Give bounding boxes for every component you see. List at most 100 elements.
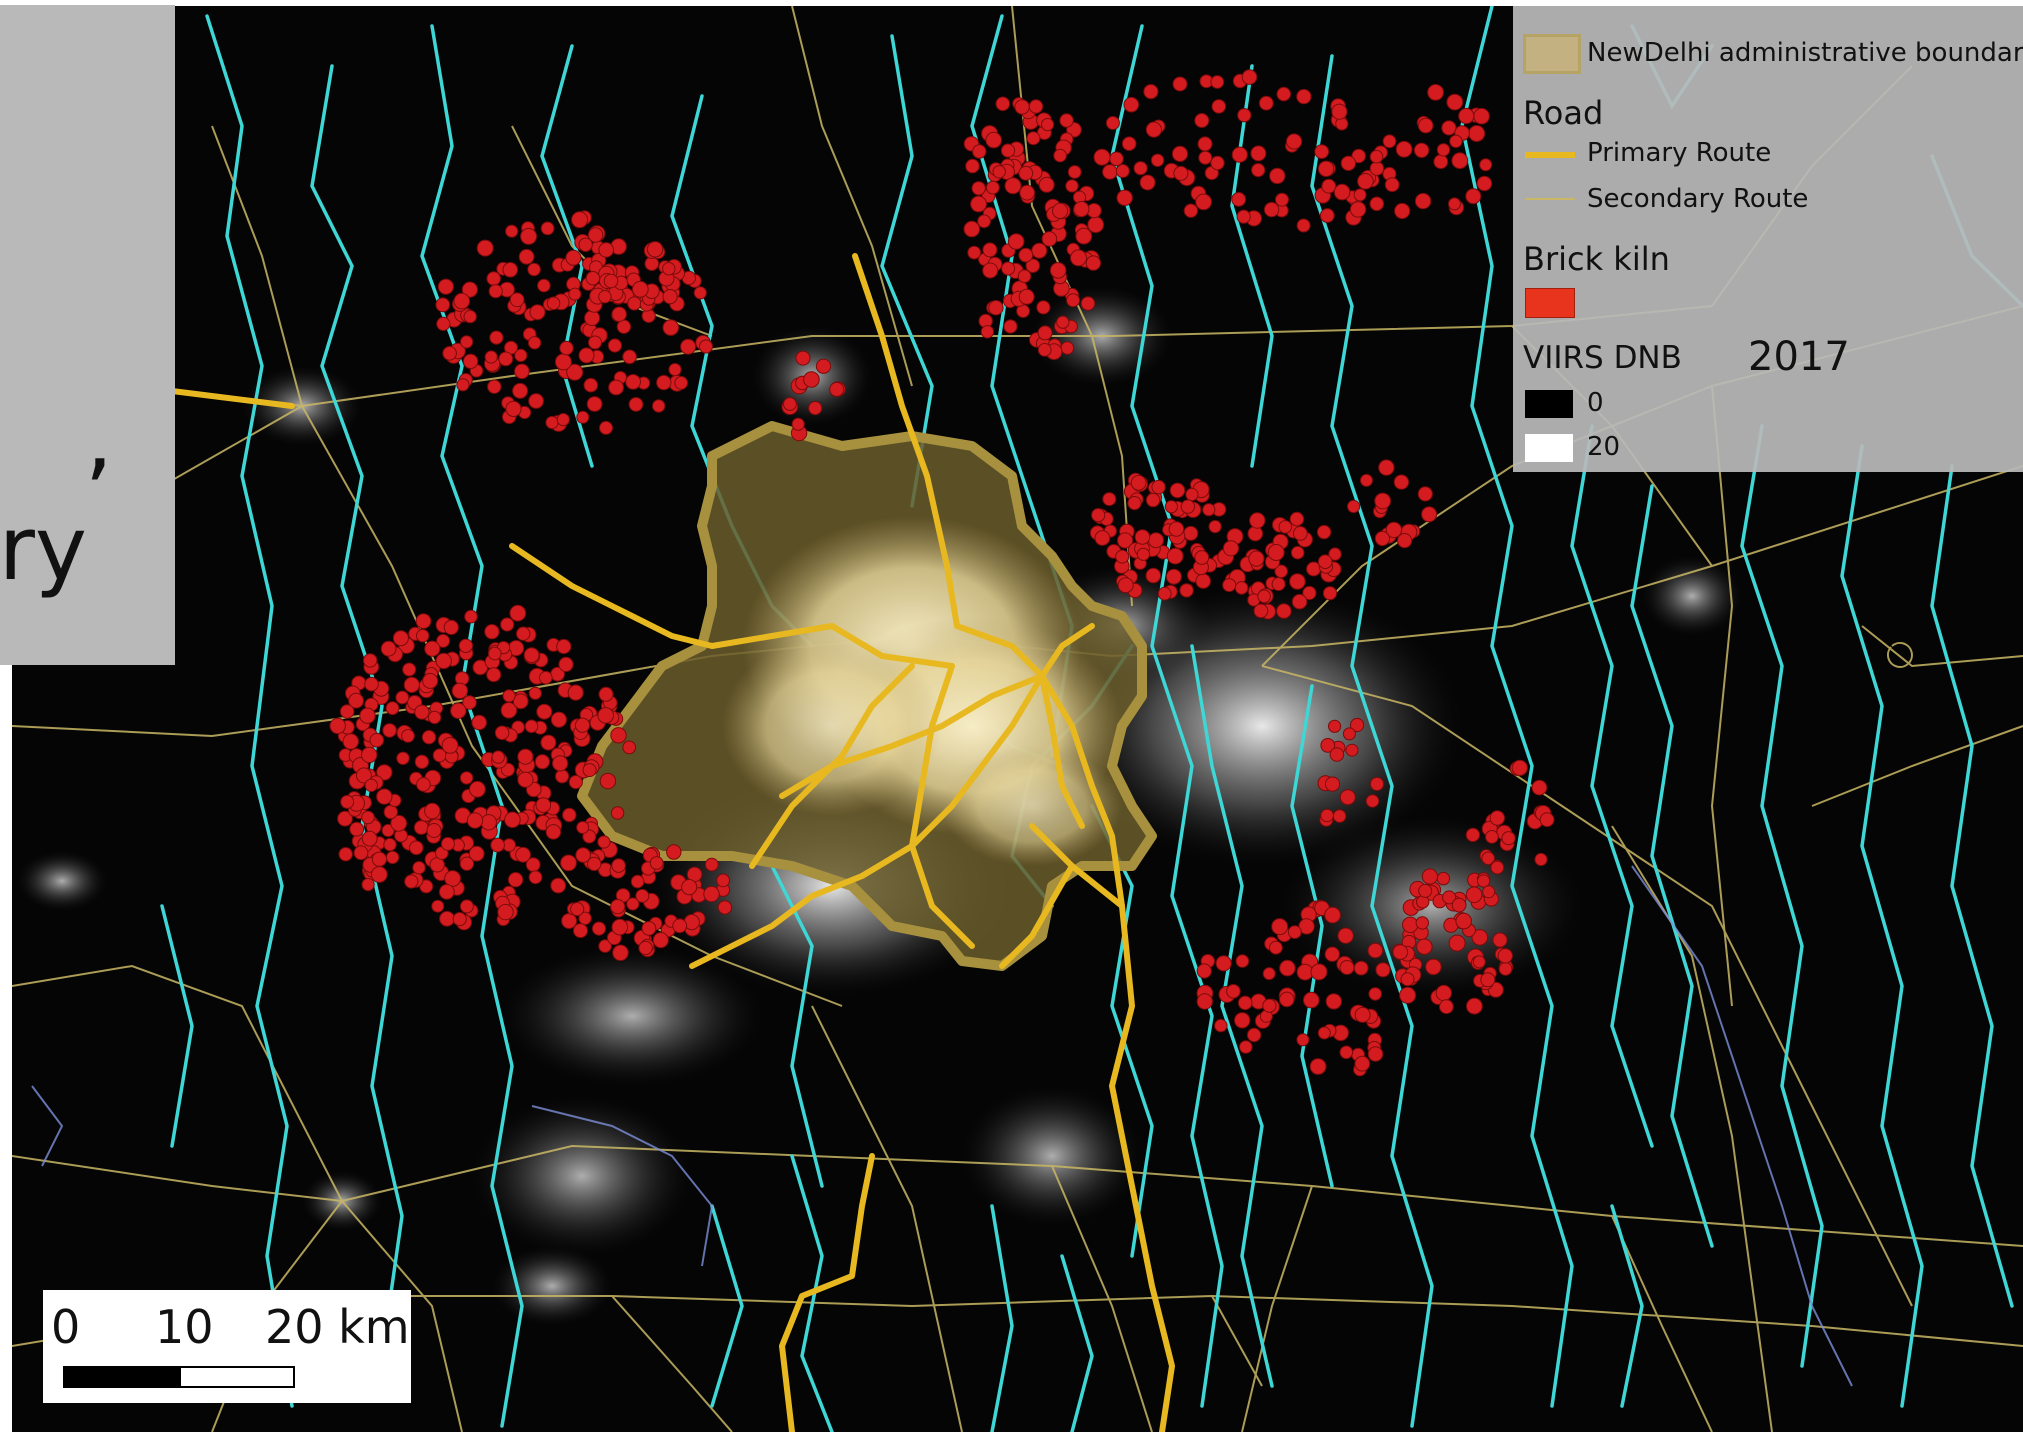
brick-kiln-marker	[528, 393, 544, 409]
brick-kiln-marker	[1018, 288, 1035, 305]
brick-kiln-marker	[361, 810, 375, 825]
brick-kiln-marker	[1210, 155, 1225, 171]
brick-kiln-marker	[498, 351, 514, 367]
brick-kiln-marker	[339, 704, 355, 719]
brick-kiln-marker	[1185, 487, 1199, 502]
brick-kiln-marker	[1465, 886, 1483, 904]
brick-kiln-marker	[480, 814, 497, 831]
brick-kiln-marker	[582, 829, 597, 844]
brick-kiln-marker	[1026, 131, 1041, 146]
brick-kiln-marker	[424, 640, 441, 657]
brick-kiln-marker	[582, 763, 597, 778]
brick-kiln-marker	[1056, 315, 1070, 329]
brick-kiln-marker	[1226, 984, 1241, 999]
brick-kiln-marker	[1257, 589, 1271, 604]
brick-kiln-marker	[662, 289, 678, 305]
brick-kiln-marker	[1271, 577, 1286, 592]
brick-kiln-marker	[359, 707, 376, 724]
brick-kiln-marker	[598, 939, 612, 953]
brick-kiln-marker	[980, 325, 995, 339]
brick-kiln-marker	[1374, 492, 1392, 510]
brick-kiln-marker	[1052, 202, 1069, 219]
brick-kiln-marker	[611, 918, 629, 936]
brick-kiln-marker	[464, 609, 478, 624]
brick-kiln-marker	[699, 339, 713, 354]
brick-kiln-marker	[1472, 955, 1486, 969]
brick-kiln-marker	[808, 401, 823, 416]
brick-kiln-marker	[965, 158, 980, 174]
brick-kiln-marker	[578, 237, 593, 253]
brick-kiln-marker	[693, 286, 707, 300]
brick-kiln-marker	[486, 271, 502, 286]
map-layers	[12, 6, 2023, 1432]
brick-kiln-marker	[353, 845, 369, 861]
brick-kiln-marker	[1296, 88, 1312, 105]
brick-kiln-marker	[1320, 738, 1336, 753]
panel-text-fragment-2: ry	[0, 497, 87, 600]
brick-kiln-marker	[442, 346, 457, 361]
brick-kiln-marker	[1236, 209, 1251, 224]
brick-kiln-marker	[573, 923, 588, 939]
brick-kiln-marker	[1332, 809, 1347, 823]
legend-boundary-label: NewDelhi administrative boundary	[1587, 38, 2023, 68]
brick-kiln-marker	[815, 358, 832, 374]
brick-kiln-marker	[1115, 549, 1130, 564]
brick-kiln-marker	[1325, 993, 1343, 1010]
brick-kiln-marker	[1164, 500, 1179, 514]
brick-kiln-marker	[484, 350, 498, 364]
brick-kiln-marker	[1041, 118, 1055, 132]
brick-kiln-marker	[1060, 341, 1075, 355]
brick-kiln-marker	[584, 310, 601, 326]
brick-kiln-marker	[462, 695, 477, 710]
legend-viirs-high: 20	[1587, 432, 1621, 462]
brick-kiln-marker	[1211, 99, 1227, 114]
brick-kiln-marker	[1303, 991, 1320, 1009]
brick-kiln-marker	[704, 857, 719, 872]
brick-kiln-marker	[1351, 148, 1366, 164]
brick-kiln-marker	[1290, 545, 1305, 560]
brick-kiln-marker	[1145, 121, 1163, 138]
brick-kiln-marker	[1143, 84, 1159, 100]
brick-kiln-marker	[463, 309, 477, 324]
brick-kiln-marker	[460, 335, 474, 349]
brick-kiln-marker	[370, 866, 388, 883]
brick-kiln-marker	[421, 730, 437, 745]
brick-kiln-marker	[1038, 176, 1055, 193]
legend-primary-label: Primary Route	[1587, 138, 1772, 168]
brick-kiln-marker	[1331, 103, 1348, 120]
brick-kiln-marker	[1001, 261, 1016, 276]
brick-kiln-marker	[967, 245, 982, 260]
legend-road-header: Road	[1523, 94, 1604, 132]
brick-kiln-marker	[626, 897, 640, 911]
brick-kiln-marker	[456, 378, 470, 392]
brick-kiln-marker	[1539, 812, 1555, 828]
brick-kiln-marker	[1441, 120, 1457, 136]
brick-kiln-marker	[1436, 871, 1451, 886]
brick-kiln-marker	[576, 821, 590, 834]
brick-kiln-marker	[1316, 524, 1332, 540]
brick-kiln-marker	[550, 711, 568, 728]
brick-kiln-marker	[1271, 918, 1289, 936]
brick-kiln-marker	[1145, 567, 1162, 584]
brick-kiln-marker	[1168, 521, 1185, 537]
legend-year: 2017	[1748, 334, 1850, 380]
brick-kiln-marker	[435, 297, 451, 313]
brick-kiln-marker	[1413, 142, 1430, 159]
brick-kiln-marker	[1354, 1006, 1371, 1023]
brick-kiln-marker	[555, 769, 570, 784]
brick-kiln-marker	[1195, 573, 1211, 589]
brick-kiln-marker	[437, 278, 454, 295]
brick-kiln-marker	[527, 336, 542, 350]
brick-kiln-marker	[986, 180, 1000, 195]
brick-kiln-marker	[1360, 473, 1373, 487]
brick-kiln-marker	[1037, 325, 1053, 341]
brick-kiln-marker	[500, 702, 518, 719]
brick-kiln-marker	[1080, 296, 1096, 311]
brick-kiln-marker	[1253, 603, 1269, 619]
brick-kiln-marker	[1004, 177, 1022, 195]
brick-kiln-marker	[1511, 759, 1528, 777]
brick-kiln-marker	[587, 856, 602, 872]
brick-kiln-marker	[1317, 1026, 1331, 1040]
brick-kiln-marker	[1136, 547, 1151, 561]
brick-kiln-marker	[1289, 573, 1306, 590]
